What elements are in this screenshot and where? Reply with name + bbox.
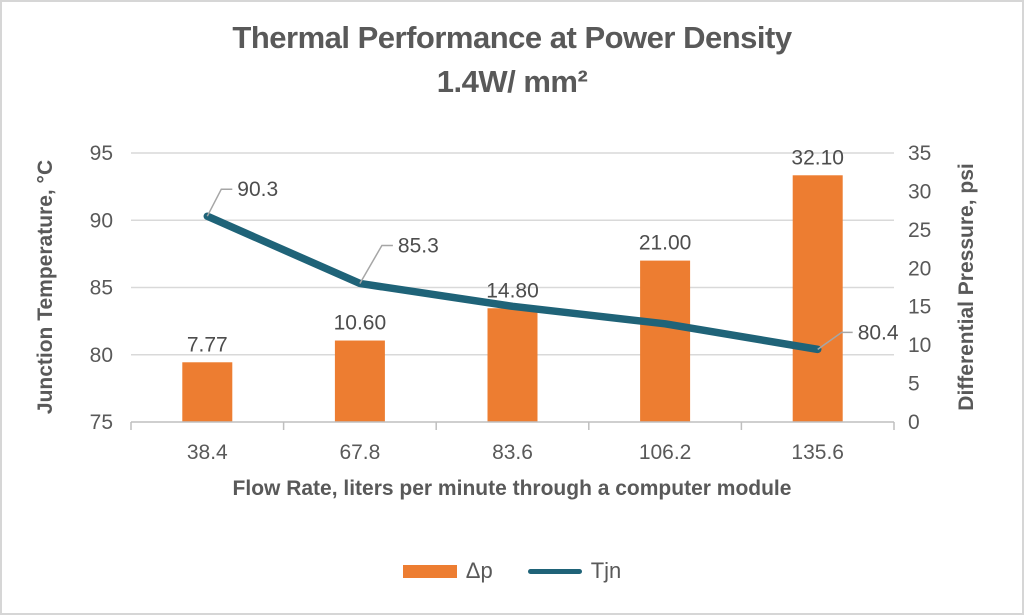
left-tick-label: 95 <box>90 142 113 165</box>
line-data-labels: 90.3 85.3 80.4 <box>206 178 899 350</box>
x-tick-label: 67.8 <box>339 441 380 464</box>
right-tick-label: 25 <box>908 219 931 242</box>
left-tick-label: 80 <box>90 344 113 367</box>
right-tick-label: 0 <box>908 411 920 434</box>
chart-title-line2: 1.4W/ mm² <box>436 64 588 99</box>
left-tick-label: 90 <box>90 209 113 232</box>
chart-title-line1: Thermal Performance at Power Density <box>232 20 792 55</box>
leader-line <box>359 244 393 284</box>
bar-series: 7.77 10.60 14.80 21.00 32.10 <box>182 146 844 422</box>
bar <box>792 175 843 422</box>
bar <box>487 308 538 422</box>
legend-swatch-line-icon <box>527 568 582 574</box>
legend-label-tjn: Tjn <box>590 558 622 583</box>
leader-line <box>817 331 853 350</box>
right-tick-label: 15 <box>908 296 931 319</box>
right-tick-label: 35 <box>908 142 931 165</box>
bar-data-label: 7.77 <box>187 333 228 356</box>
line-data-label: 80.4 <box>858 321 899 344</box>
right-tick-label: 10 <box>908 334 931 357</box>
legend: Δp Tjn <box>0 558 1024 584</box>
right-tick-label: 20 <box>908 257 931 280</box>
x-tick-label: 38.4 <box>187 441 228 464</box>
right-tick-label: 30 <box>908 180 931 203</box>
leader-line <box>206 188 233 217</box>
bar-data-label: 10.60 <box>334 312 387 335</box>
line-series <box>203 212 822 354</box>
x-axis-title: Flow Rate, liters per minute through a c… <box>232 477 792 500</box>
left-tick-label: 85 <box>90 277 113 300</box>
bar-data-label: 14.80 <box>486 279 539 302</box>
line-data-label: 85.3 <box>398 234 439 257</box>
bar <box>640 260 691 422</box>
bar-data-label: 32.10 <box>791 146 844 169</box>
x-tick-label: 106.2 <box>639 441 692 464</box>
legend-label-dp: Δp <box>465 558 493 583</box>
legend-swatch-bar-icon <box>402 564 457 578</box>
line-data-label: 90.3 <box>237 178 278 201</box>
x-tick-label: 83.6 <box>492 441 533 464</box>
tick-labels: 75 80 85 90 95 0 5 10 15 20 25 30 35 38.4 67.8 83.6 106.… <box>90 142 932 464</box>
bar <box>182 362 233 422</box>
chart-title: Thermal Performance at Power Density 1.4… <box>0 16 1024 104</box>
left-tick-label: 75 <box>90 411 113 434</box>
bar <box>334 340 385 422</box>
x-tick-label: 135.6 <box>791 441 844 464</box>
bar-data-label: 21.00 <box>639 232 692 255</box>
x-axis <box>130 421 895 430</box>
right-tick-label: 5 <box>908 373 920 396</box>
